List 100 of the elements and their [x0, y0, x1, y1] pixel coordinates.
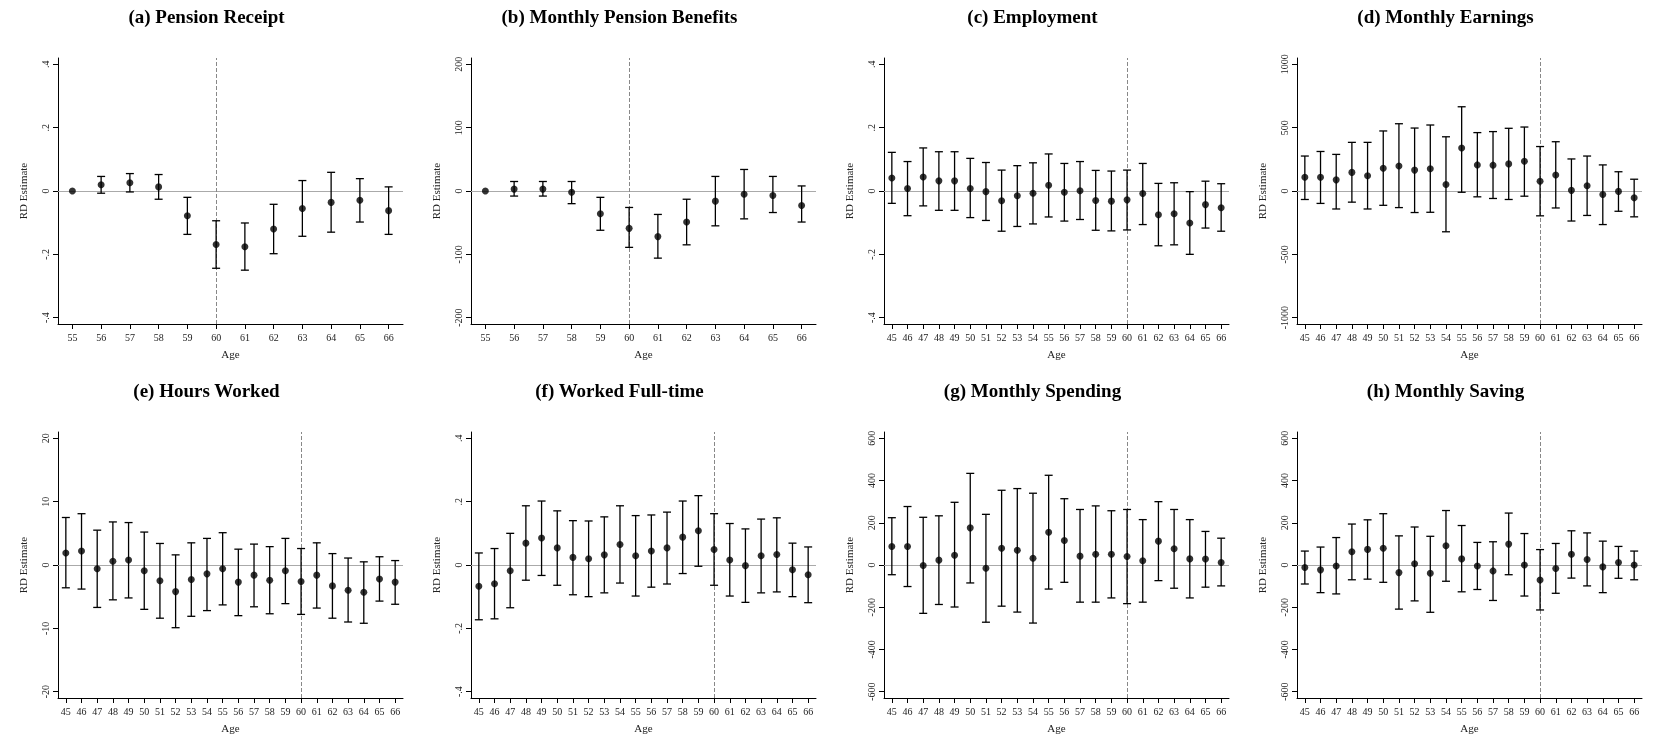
- point: [1154, 211, 1162, 219]
- point: [919, 173, 927, 181]
- x-tick-label: 59: [693, 705, 704, 717]
- y-tick-label: 400: [1278, 473, 1290, 489]
- chart-title: (e) Hours Worked: [133, 380, 281, 402]
- x-tick-label: 58: [264, 705, 275, 717]
- point: [982, 188, 990, 196]
- x-tick-label: 64: [1597, 331, 1608, 343]
- y-tick-label: -1000: [1278, 305, 1290, 330]
- x-tick-label: 46: [902, 705, 913, 717]
- point: [710, 545, 718, 553]
- x-tick-label: 59: [1106, 331, 1117, 343]
- x-tick-label: 56: [646, 705, 657, 717]
- x-tick-label: 63: [1169, 331, 1180, 343]
- point: [1045, 181, 1053, 189]
- point: [1379, 164, 1387, 172]
- x-tick-label: 66: [1216, 331, 1227, 343]
- point: [966, 524, 974, 532]
- point: [522, 539, 530, 547]
- x-tick-label: 62: [1566, 331, 1577, 343]
- x-tick-label: 47: [918, 331, 929, 343]
- point: [568, 188, 576, 196]
- point: [219, 565, 227, 573]
- point: [491, 580, 499, 588]
- point: [1567, 550, 1575, 558]
- x-tick-label: 58: [566, 331, 577, 343]
- point: [1426, 165, 1434, 173]
- x-tick-label: 59: [595, 331, 606, 343]
- x-tick-label: 55: [1456, 705, 1467, 717]
- x-tick-label: 46: [902, 331, 913, 343]
- x-tick-label: 51: [980, 705, 991, 717]
- x-tick-label: 64: [739, 331, 750, 343]
- point: [726, 556, 734, 564]
- x-tick-label: 62: [268, 331, 279, 343]
- point: [1614, 187, 1622, 195]
- x-tick-label: 57: [1075, 331, 1086, 343]
- point: [298, 204, 306, 212]
- x-tick-label: 56: [96, 331, 107, 343]
- point: [569, 553, 577, 561]
- x-tick-label: 65: [1200, 331, 1211, 343]
- y-tick-label: -600: [865, 682, 877, 701]
- x-tick-label: 50: [139, 705, 150, 717]
- x-tick-label: 63: [1582, 331, 1593, 343]
- point: [654, 233, 662, 241]
- point: [1107, 197, 1115, 205]
- y-tick-label: -.4: [865, 312, 877, 324]
- x-tick-label: 49: [1362, 705, 1373, 717]
- point: [951, 551, 959, 559]
- point: [740, 190, 748, 198]
- point: [1217, 204, 1225, 212]
- x-tick-label: 50: [552, 705, 563, 717]
- chart-title: (c) Employment: [967, 6, 1099, 28]
- point: [266, 576, 274, 584]
- point: [1186, 555, 1194, 563]
- y-axis-title: RD Estimate: [16, 162, 29, 220]
- x-tick-label: 60: [211, 331, 222, 343]
- x-tick-label: 61: [1137, 331, 1148, 343]
- point: [172, 588, 180, 596]
- y-axis-title: RD Estimate: [842, 536, 855, 594]
- y-tick-label: 0: [39, 562, 51, 568]
- x-tick-label: 65: [767, 331, 778, 343]
- x-tick-label: 45: [1299, 705, 1310, 717]
- x-tick-label: 62: [681, 331, 692, 343]
- y-tick-label: 200: [452, 56, 464, 72]
- x-tick-label: 61: [311, 705, 322, 717]
- point: [93, 565, 101, 573]
- x-tick-label: 54: [1440, 331, 1451, 343]
- y-tick-label: .2: [452, 497, 464, 506]
- x-tick-label: 58: [1503, 705, 1514, 717]
- point: [1630, 194, 1638, 202]
- point: [1317, 566, 1325, 574]
- x-tick-label: 62: [1566, 705, 1577, 717]
- x-tick-label: 47: [1331, 705, 1342, 717]
- x-tick-label: 53: [1012, 331, 1023, 343]
- y-tick-label: -500: [1278, 245, 1290, 264]
- x-tick-label: 63: [756, 705, 767, 717]
- y-tick-label: -600: [1278, 682, 1290, 701]
- y-tick-label: 0: [1278, 562, 1290, 568]
- point: [1505, 160, 1513, 168]
- y-axis-title: RD Estimate: [16, 536, 29, 594]
- point: [109, 557, 117, 565]
- x-tick-label: 59: [1106, 705, 1117, 717]
- x-tick-label: 46: [1315, 705, 1326, 717]
- point: [1395, 569, 1403, 577]
- point: [360, 588, 368, 596]
- point: [475, 582, 483, 590]
- x-tick-label: 48: [1346, 705, 1357, 717]
- point: [183, 212, 191, 220]
- point: [1458, 144, 1466, 152]
- x-tick-label: 59: [182, 331, 193, 343]
- x-tick-label: 49: [949, 705, 960, 717]
- x-tick-label: 54: [1440, 705, 1451, 717]
- x-tick-label: 53: [1425, 705, 1436, 717]
- x-tick-label: 61: [239, 331, 250, 343]
- point: [1170, 210, 1178, 218]
- x-tick-label: 54: [1027, 705, 1038, 717]
- x-tick-label: 55: [480, 331, 491, 343]
- x-tick-label: 57: [537, 331, 548, 343]
- point: [1201, 555, 1209, 563]
- x-tick-label: 65: [354, 331, 365, 343]
